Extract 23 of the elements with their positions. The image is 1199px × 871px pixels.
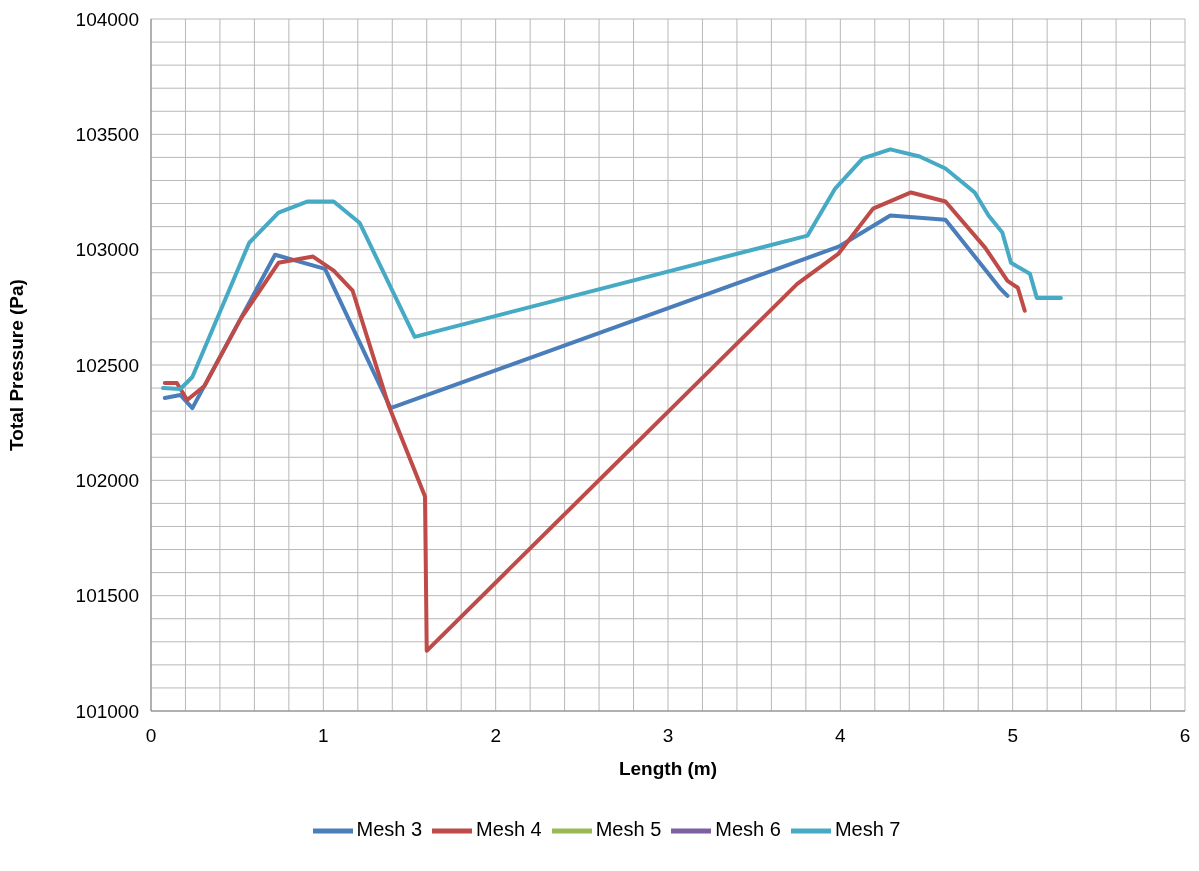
y-tick-label: 104000 (75, 8, 139, 30)
x-tick-label: 2 (490, 725, 501, 747)
x-tick-label: 1 (318, 725, 329, 747)
y-tick-label: 102500 (75, 354, 139, 376)
y-tick-label: 103500 (75, 124, 139, 146)
line-series (161, 147, 1063, 391)
y-tick-label: 102000 (75, 470, 139, 492)
legend-label: Mesh 4 (476, 818, 542, 841)
legend-label: Mesh 5 (595, 818, 662, 841)
y-tick-label: 101000 (75, 700, 139, 722)
y-tick-label: 101500 (75, 585, 139, 607)
y-tick-label: 103000 (75, 239, 139, 261)
legend-label: Mesh 3 (356, 818, 423, 841)
legend-label: Mesh 6 (715, 818, 781, 841)
x-tick-label: 3 (662, 725, 674, 747)
x-tick-label: 4 (835, 725, 847, 747)
x-axis-title: Length (m) (618, 758, 718, 779)
x-tick-label: 0 (145, 725, 157, 747)
x-tick-label: 6 (1179, 725, 1191, 747)
legend-label: Mesh 7 (834, 818, 901, 841)
line-series (162, 190, 1027, 653)
x-tick-label: 5 (1007, 725, 1018, 747)
y-axis-title: Total Pressure (Pa) (5, 279, 27, 451)
